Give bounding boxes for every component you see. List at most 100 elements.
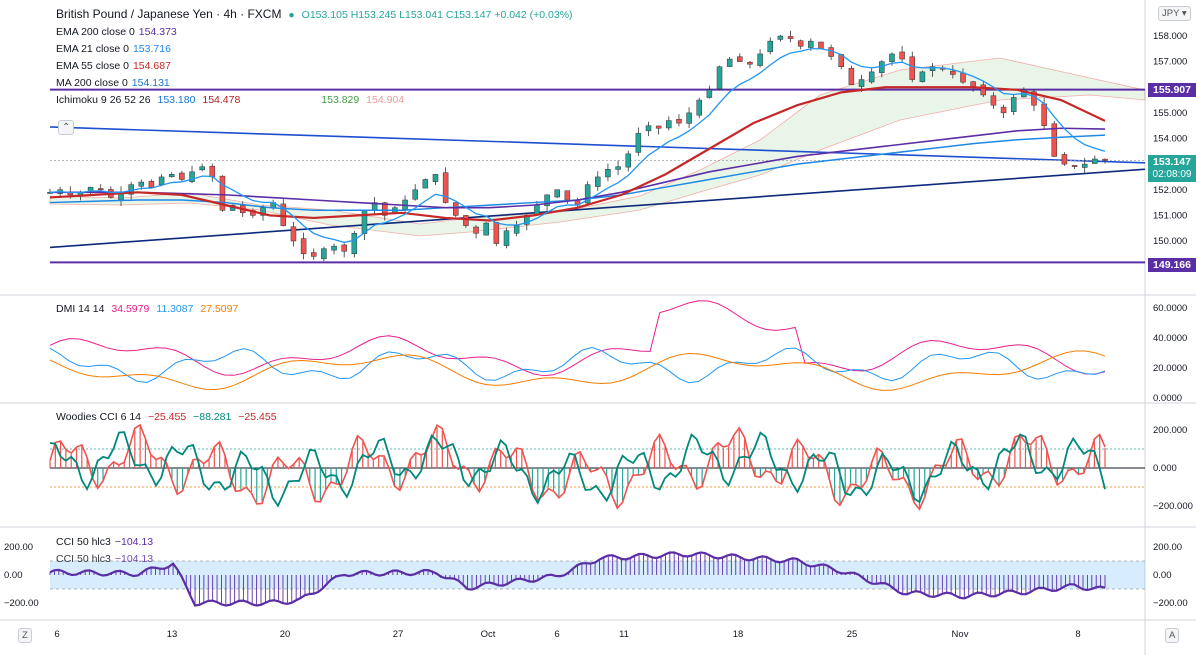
collapse-legend-icon[interactable]: ⌃ [58,120,75,135]
dmi-tick-label: 20.0000 [1153,363,1187,374]
ema21-line [49,48,1106,244]
upper-level-label: 155.907 [1148,83,1196,97]
candle-body [909,56,916,80]
candle-body [300,238,307,255]
indicator-ema55[interactable]: EMA 55 close 0 154.687 [56,60,171,72]
candle-body [189,171,195,182]
indicator-legend: EMA 200 close 0 154.373 EMA 21 close 0 153… [56,25,408,107]
candle-body [605,169,611,178]
woodies-legend[interactable]: Woodies CCI 6 14 −25.455 −88.281 −25.455 [56,411,277,423]
cci-line [49,551,1106,607]
cci-tick-label-right: 200.00 [1153,542,1182,553]
dmi-tick-label: 40.0000 [1153,333,1187,344]
price-tick-label: 158.000 [1153,31,1187,42]
candle-body [706,89,713,98]
cci-tick-label-left: 0.00 [4,570,23,581]
bar-countdown: 02:08:09 [1148,168,1196,182]
candle-body [686,112,692,124]
candle-body [919,71,926,82]
candle-body [767,40,773,53]
candle-body [544,194,550,207]
candle-body [868,71,875,83]
price-tick-label: 157.000 [1153,57,1187,68]
ascending-navy-trendline [49,168,1146,249]
candle-body [290,226,297,242]
candle-body [1081,163,1088,168]
dmi-tick-label: 0.0000 [1153,393,1182,404]
indicator-ichimoku[interactable]: Ichimoku 9 26 52 26 153.180 154.478 153.… [56,94,405,106]
candle-body [584,184,591,204]
candle-body [463,215,469,226]
dmi-adx-line [49,350,1106,391]
candle-body [554,189,560,198]
candle-body [138,181,145,187]
ema200-line [50,127,1106,209]
dmi-tick-label: 60.0000 [1153,303,1187,314]
time-tick-label: 8 [1075,629,1080,640]
candle-body [483,222,489,236]
candle-body [625,153,631,168]
candle-body [412,189,418,200]
candle-body [534,204,540,215]
dmi-legend[interactable]: DMI 14 14 34.5979 11.3087 27.5097 [56,303,239,315]
symbol-title[interactable]: British Pound / Japanese Yen · 4h · FXCM [56,7,282,21]
candle-body [564,190,571,201]
candle-body [655,125,662,129]
descending-blue-trendline [49,126,1146,164]
candle-body [179,172,185,180]
timezone-button[interactable]: Z [18,628,32,643]
candle-body [929,66,936,71]
candle-body [696,99,702,116]
price-tick-label: 150.000 [1153,236,1187,247]
indicator-ma200[interactable]: MA 200 close 0 154.131 [56,77,170,89]
ichimoku-cloud [49,57,1146,237]
last-price-label: 153.147 [1148,155,1196,169]
candle-body [432,174,439,182]
candle-body [351,233,358,255]
time-tick-label: Nov [952,629,969,640]
candle-body [331,245,337,251]
candle-body [473,226,479,234]
candle-body [635,133,642,153]
cci-tick-label-right: 0.00 [1153,570,1172,581]
candle-body [199,166,205,171]
candle-body [848,67,855,85]
cci-legend[interactable]: CCI 50 hlc3 −104.13 [56,536,154,548]
candle-body [787,36,794,39]
candle-body [209,165,216,178]
candle-body [1071,165,1078,167]
candle-body [1010,97,1017,112]
time-tick-label: Oct [481,629,496,640]
candle-body [453,202,459,216]
candle-body [899,51,905,60]
candle-body [777,35,784,40]
time-tick-label: 11 [619,629,629,640]
ohlc-values: O153.105 H153.245 L153.041 C153.147 +0.0… [301,9,573,21]
candle-body [950,70,956,75]
indicator-ema21[interactable]: EMA 21 close 0 153.716 [56,43,171,55]
candle-body [990,95,997,106]
candle-body [219,175,226,211]
candle-body [361,210,368,234]
woodies-tick-label: 0.000 [1153,463,1177,474]
time-tick-label: 18 [733,629,744,640]
candle-body [442,172,449,203]
candle-body [737,56,743,62]
indicator-ema200[interactable]: EMA 200 close 0 154.373 [56,26,177,38]
candle-body [726,58,733,67]
price-tick-label: 151.000 [1153,210,1187,221]
auto-scale-button[interactable]: A [1165,628,1180,643]
candle-body [808,40,814,48]
dmi-plus-line [49,300,1106,377]
candle-body [1000,106,1007,114]
cci-tick-label-left: 200.00 [4,542,33,553]
price-tick-label: 154.000 [1153,134,1187,145]
candle-body [1041,103,1047,126]
lower-level-label: 149.166 [1148,258,1196,272]
candle-body [666,120,672,129]
candle-body [158,176,165,185]
time-tick-label: 20 [280,629,291,640]
cci-legend-overlay: CCI 50 hlc3 −104.13 [56,553,154,565]
currency-selector[interactable]: JPY ▾ [1158,6,1191,21]
